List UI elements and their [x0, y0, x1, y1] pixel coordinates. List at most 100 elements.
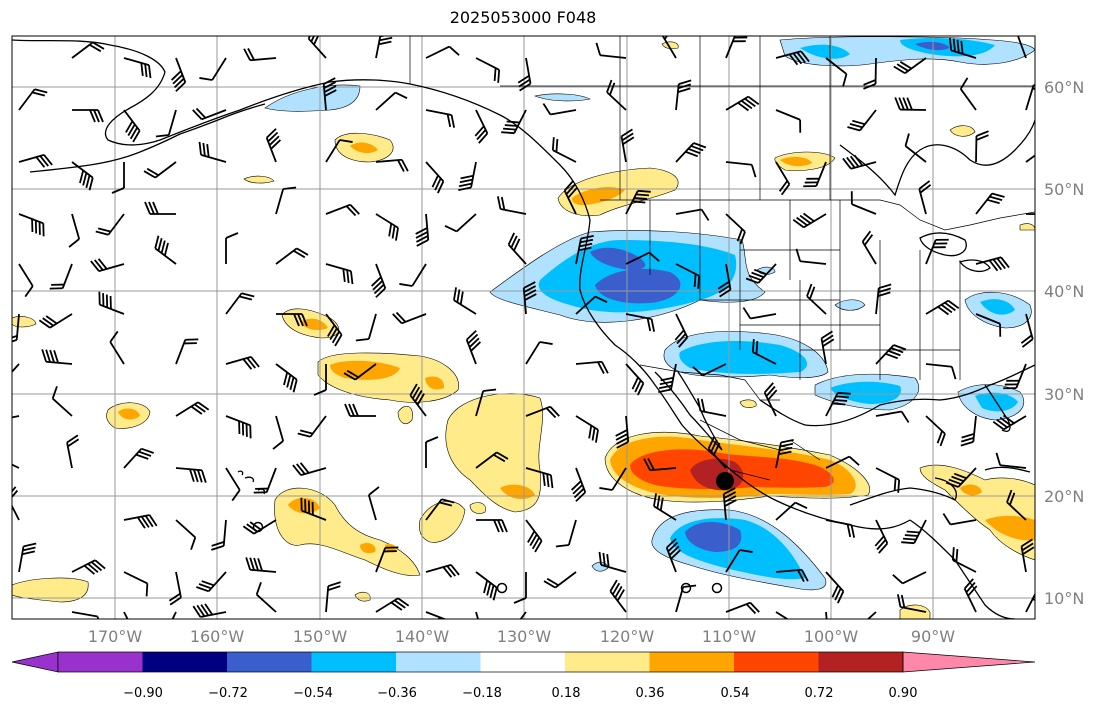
wind-barb: [123, 447, 154, 469]
wind-barb: [343, 363, 377, 381]
wind-barb: [875, 410, 910, 423]
wind-barb: [453, 287, 477, 315]
calm-circle: [496, 582, 508, 594]
colorbar-tick: 0.54: [721, 686, 750, 701]
wind-barb: [375, 597, 410, 613]
contour-light-blue: [264, 84, 361, 112]
wind-barb: [725, 161, 757, 178]
wind-barb: [525, 519, 543, 553]
wind-barb: [599, 467, 627, 491]
wind-barb: [425, 563, 460, 578]
wind-barb: [963, 578, 978, 613]
canada-province-lines: [500, 36, 1035, 200]
wind-barb: [575, 360, 609, 375]
colorbar-segment: [227, 652, 312, 672]
wind-barb: [196, 571, 227, 593]
wind-barb: [595, 42, 627, 59]
wind-barb: [1016, 36, 1027, 59]
wind-barb: [49, 263, 73, 290]
wind-barb: [775, 161, 791, 196]
wind-barb: [825, 455, 860, 469]
wind-barb: [175, 519, 197, 550]
wind-barb: [775, 501, 808, 521]
wind-barb: [792, 212, 827, 229]
wind-barb: [575, 415, 599, 443]
wind-barb: [742, 307, 777, 320]
colorbar: [11, 651, 1036, 673]
wind-barb: [803, 161, 827, 188]
colorbar-extend-min: [11, 651, 59, 673]
wind-barb: [322, 77, 337, 111]
wind-barb: [98, 291, 125, 315]
colorbar-tick: −0.90: [123, 686, 163, 701]
wind-barb: [12, 415, 20, 422]
lat-label-50: 50°N: [1044, 180, 1084, 199]
wind-barb: [72, 109, 104, 123]
wind-barb: [123, 611, 137, 619]
wind-barb: [875, 283, 892, 315]
lat-label-60: 60°N: [1044, 78, 1084, 97]
wind-barb: [925, 363, 957, 380]
wind-barb: [475, 611, 485, 619]
wind-barb: [245, 557, 277, 573]
wind-barb: [674, 313, 689, 348]
wind-barb: [325, 203, 360, 217]
longitude-labels: 170°W 160°W 150°W 140°W 130°W 120°W 110°…: [88, 627, 955, 646]
wind-barb: [199, 57, 227, 81]
contour-orange: [300, 318, 328, 330]
wind-barb: [225, 467, 241, 502]
wind-barb: [507, 232, 527, 265]
wind-barb: [325, 581, 341, 613]
lon-label-150w: 150°W: [293, 627, 348, 646]
contour-light-blue: [533, 93, 591, 102]
wind-barb: [275, 363, 298, 393]
contour-blue: [679, 340, 808, 374]
wind-barb: [542, 103, 577, 116]
wind-barb: [123, 571, 149, 597]
aleutians: [29, 103, 266, 173]
colorbar-segment: [311, 652, 396, 672]
wind-barb: [975, 256, 1010, 272]
contour-yellow: [243, 175, 275, 184]
wind-barb: [751, 339, 777, 365]
wind-barb: [675, 208, 710, 221]
wind-barb: [496, 196, 527, 215]
wind-barb: [509, 611, 527, 619]
wind-barb: [825, 519, 856, 538]
wind-barb: [123, 57, 152, 79]
lat-label-20: 20°N: [1044, 487, 1084, 506]
contour-blue: [830, 381, 901, 404]
wind-barb: [625, 363, 645, 396]
wind-barb: [415, 213, 430, 247]
wind-barb: [18, 153, 53, 168]
wind-barb: [874, 519, 889, 554]
wind-barbs: [12, 36, 1035, 619]
wind-barb: [896, 594, 927, 613]
contour-yellow: [1019, 223, 1035, 231]
wind-barb: [168, 571, 182, 606]
wind-barb: [225, 355, 260, 370]
wind-barb: [71, 41, 105, 59]
wind-barb: [555, 519, 577, 548]
wind-barb: [847, 109, 877, 132]
state-lines: [649, 200, 961, 380]
contour-yellow: [919, 464, 1035, 561]
alaska-coast: [12, 39, 411, 146]
contour-orange: [960, 484, 1035, 541]
wind-barb: [476, 519, 508, 533]
wind-barb: [925, 415, 946, 447]
lon-label-140w: 140°W: [395, 627, 450, 646]
wind-barb: [71, 559, 106, 575]
wind-barb: [598, 551, 627, 573]
wind-barb: [292, 462, 327, 477]
wind-barb: [725, 549, 753, 573]
lat-label-40: 40°N: [1044, 282, 1084, 301]
wind-barb: [66, 434, 80, 469]
wind-barb: [696, 398, 727, 417]
wind-barb: [375, 91, 408, 111]
wind-barb: [12, 455, 20, 469]
wind-barb: [522, 281, 537, 315]
wind-barb: [901, 519, 927, 545]
wind-barb: [275, 186, 297, 215]
wind-barb: [725, 213, 746, 245]
